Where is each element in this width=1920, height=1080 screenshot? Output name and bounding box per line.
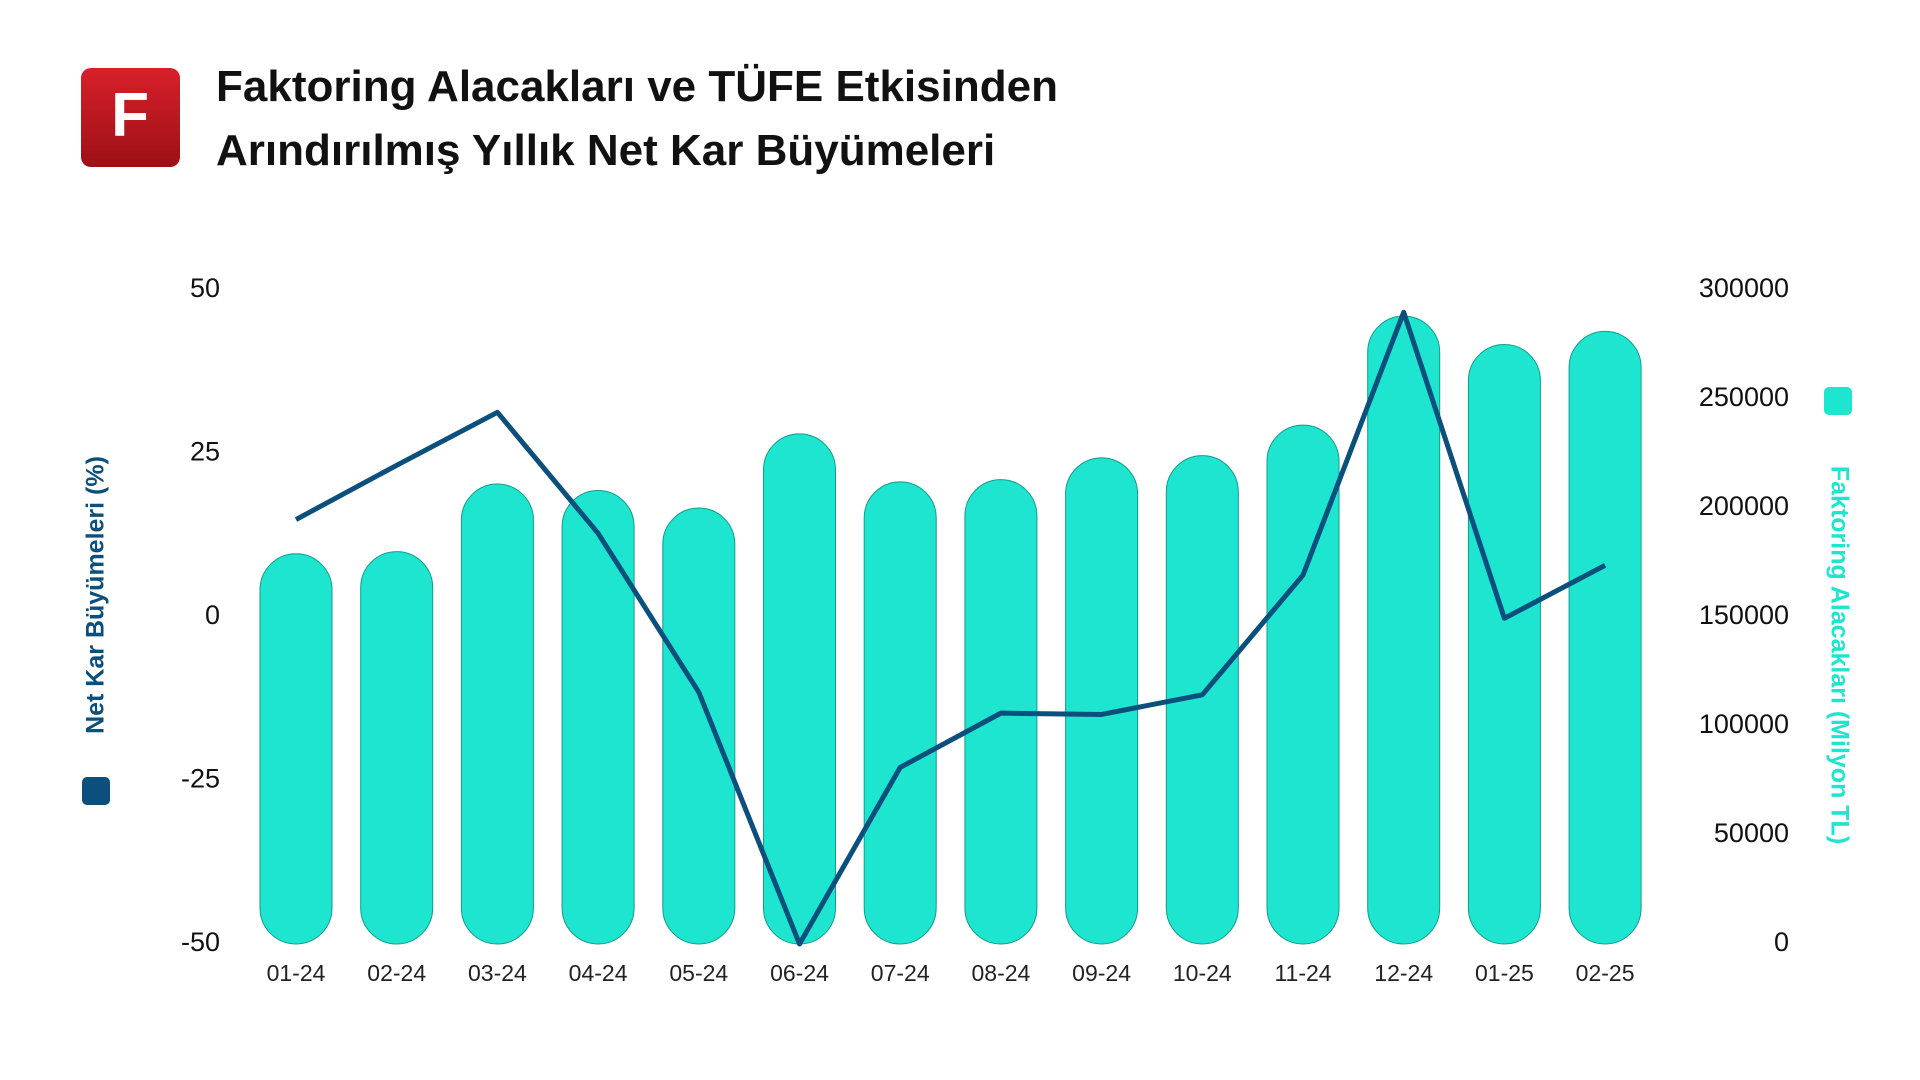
y2-tick-label: 300000 [1699, 273, 1789, 303]
bar [259, 553, 333, 945]
x-tick-label: 05-24 [669, 960, 728, 986]
y2-tick-label: 250000 [1699, 382, 1789, 412]
line [294, 309, 1607, 947]
x-tick-label: 03-24 [468, 960, 527, 986]
y-tick-label: 0 [205, 600, 220, 630]
bar [1367, 315, 1441, 945]
bar [662, 507, 736, 945]
y2-tick-label: 200000 [1699, 491, 1789, 521]
bar [460, 483, 534, 945]
y-tick-label: 50 [190, 273, 220, 303]
y-axis-title: Net Kar Büyümeleri (%) [82, 456, 110, 734]
x-tick-label: 02-24 [367, 960, 426, 986]
x-tick-label: 10-24 [1173, 960, 1232, 986]
bar [1467, 344, 1541, 945]
x-tick-label: 01-24 [267, 960, 326, 986]
chart-title: Arındırılmış Yıllık Net Kar Büyümeleri [216, 126, 995, 175]
legend-swatch [1824, 387, 1852, 415]
logo-text: F [111, 80, 149, 149]
x-tick-label: 01-25 [1475, 960, 1534, 986]
bar [561, 490, 635, 945]
y2-tick-label: 0 [1774, 927, 1789, 957]
x-tick-label: 11-24 [1274, 960, 1331, 986]
x-tick-label: 08-24 [971, 960, 1030, 986]
chart-title: Faktoring Alacakları ve TÜFE Etkisinden [216, 62, 1058, 111]
y2-tick-label: 100000 [1699, 709, 1789, 739]
bar [360, 551, 434, 945]
logo [81, 68, 180, 167]
bar [1065, 457, 1139, 945]
bar [763, 433, 836, 945]
y-tick-label: -50 [181, 927, 220, 957]
x-tick-label: 04-24 [569, 960, 628, 986]
y2-axis-title: Faktoring Alacakları (Milyon TL) [1825, 466, 1853, 844]
x-tick-label: 12-24 [1374, 960, 1433, 986]
x-tick-label: 02-25 [1576, 960, 1635, 986]
bar [863, 481, 937, 945]
legend-swatch [82, 777, 110, 805]
bar [1266, 424, 1340, 945]
bar [1568, 330, 1642, 945]
x-tick-label: 09-24 [1072, 960, 1131, 986]
y2-tick-label: 50000 [1714, 818, 1789, 848]
y2-tick-label: 150000 [1699, 600, 1789, 630]
x-tick-label: 07-24 [871, 960, 930, 986]
x-tick-label: 06-24 [770, 960, 829, 986]
y-tick-label: 25 [190, 437, 220, 467]
y-tick-label: -25 [181, 764, 220, 794]
